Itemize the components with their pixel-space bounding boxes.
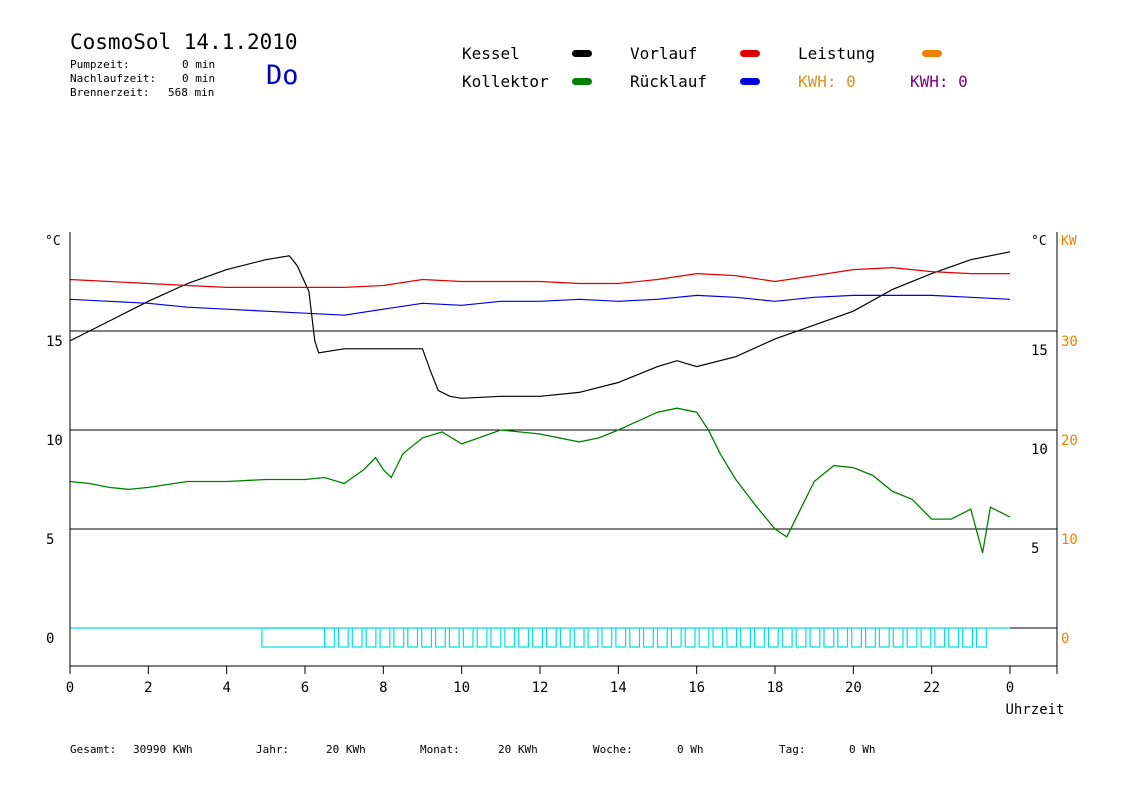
pump-block — [261, 627, 326, 648]
chart-axes — [69, 232, 1058, 674]
footer-gesamt-label: Gesamt: — [70, 743, 117, 756]
legend-vorlauf-label: Vorlauf — [630, 44, 698, 63]
footer-gesamt-value: 30990 KWh — [133, 743, 193, 756]
pumpzeit-label: Pumpzeit: — [70, 58, 130, 71]
y-axis-kw-unit: KW — [1061, 234, 1077, 249]
y-axis-right-unit: °C — [1031, 234, 1047, 249]
legend-vorlauf-swatch — [740, 50, 760, 57]
x-tick-label: 10 — [453, 680, 470, 696]
chart-grid — [70, 330, 1057, 629]
footer-monat-value: 20 KWh — [498, 743, 538, 756]
legend-leistung-label: Leistung — [798, 44, 876, 63]
pump-cycles — [324, 628, 987, 648]
series-line-ruecklauf — [69, 294, 1011, 316]
legend-kessel-swatch — [572, 50, 592, 57]
y-tick-kw-label: 10 — [1061, 532, 1078, 548]
legend-ruecklauf-swatch — [740, 78, 760, 85]
page-title: CosmoSol 14.1.2010 — [70, 30, 298, 54]
x-tick-label: 12 — [532, 680, 549, 696]
x-tick-label: 4 — [222, 680, 230, 696]
y-tick-left-label: 5 — [46, 532, 54, 548]
y-tick-right-label: 5 — [1031, 541, 1039, 557]
legend-kwh-1: KWH: 0 — [798, 72, 856, 91]
chart-labels: 0 2 4 6 8 10 12 14 16 18 20 22 0 Uhrzeit °C 15 10 5 0 °C 15 1… — [45, 234, 1078, 718]
series-line-kessel — [69, 251, 1011, 399]
weekday-label: Do — [266, 60, 299, 91]
x-tick-label: 0 — [1006, 680, 1014, 696]
footer-tag-label: Tag: — [779, 743, 806, 756]
brennerzeit-value: 568 min — [168, 86, 215, 99]
y-tick-right-label: 15 — [1031, 343, 1048, 359]
x-tick-label: 0 — [66, 680, 74, 696]
footer-jahr-value: 20 KWh — [326, 743, 366, 756]
footer-woche-value: 0 Wh — [677, 743, 704, 756]
y-axis-left-unit: °C — [45, 234, 61, 249]
footer-jahr-label: Jahr: — [256, 743, 290, 756]
legend-leistung-swatch — [922, 50, 942, 57]
brennerzeit-label: Brennerzeit: — [70, 86, 150, 99]
y-tick-left-label: 10 — [46, 433, 63, 449]
y-tick-left-label: 0 — [46, 631, 54, 647]
footer-tag-value: 0 Wh — [849, 743, 876, 756]
nachlaufzeit-value: 0 min — [182, 72, 216, 85]
x-tick-label: 20 — [845, 680, 862, 696]
x-tick-label: 14 — [610, 680, 627, 696]
y-tick-kw-label: 30 — [1061, 334, 1078, 350]
chart-series — [69, 251, 1011, 648]
pumpzeit-value: 0 min — [182, 58, 216, 71]
footer-woche-label: Woche: — [593, 743, 633, 756]
y-tick-kw-label: 20 — [1061, 433, 1078, 449]
series-line-vorlauf — [69, 266, 1010, 288]
legend-kessel-label: Kessel — [462, 44, 520, 63]
x-axis-label: Uhrzeit — [1005, 702, 1064, 718]
legend-ruecklauf-label: Rücklauf — [630, 72, 708, 91]
x-tick-label: 8 — [379, 680, 387, 696]
legend-kollektor-swatch — [572, 78, 592, 85]
x-tick-label: 2 — [144, 680, 152, 696]
legend-kwh-2: KWH: 0 — [910, 72, 968, 91]
x-tick-label: 22 — [923, 680, 940, 696]
legend-kollektor-label: Kollektor — [462, 72, 549, 91]
nachlaufzeit-label: Nachlaufzeit: — [70, 72, 157, 85]
y-tick-right-label: 10 — [1031, 442, 1048, 458]
x-tick-label: 16 — [688, 680, 705, 696]
y-tick-left-label: 15 — [46, 334, 63, 350]
y-tick-kw-label: 0 — [1061, 631, 1069, 647]
x-tick-label: 6 — [301, 680, 309, 696]
footer-monat-label: Monat: — [420, 743, 460, 756]
series-line-kollektor — [69, 407, 1011, 553]
x-tick-label: 18 — [767, 680, 784, 696]
